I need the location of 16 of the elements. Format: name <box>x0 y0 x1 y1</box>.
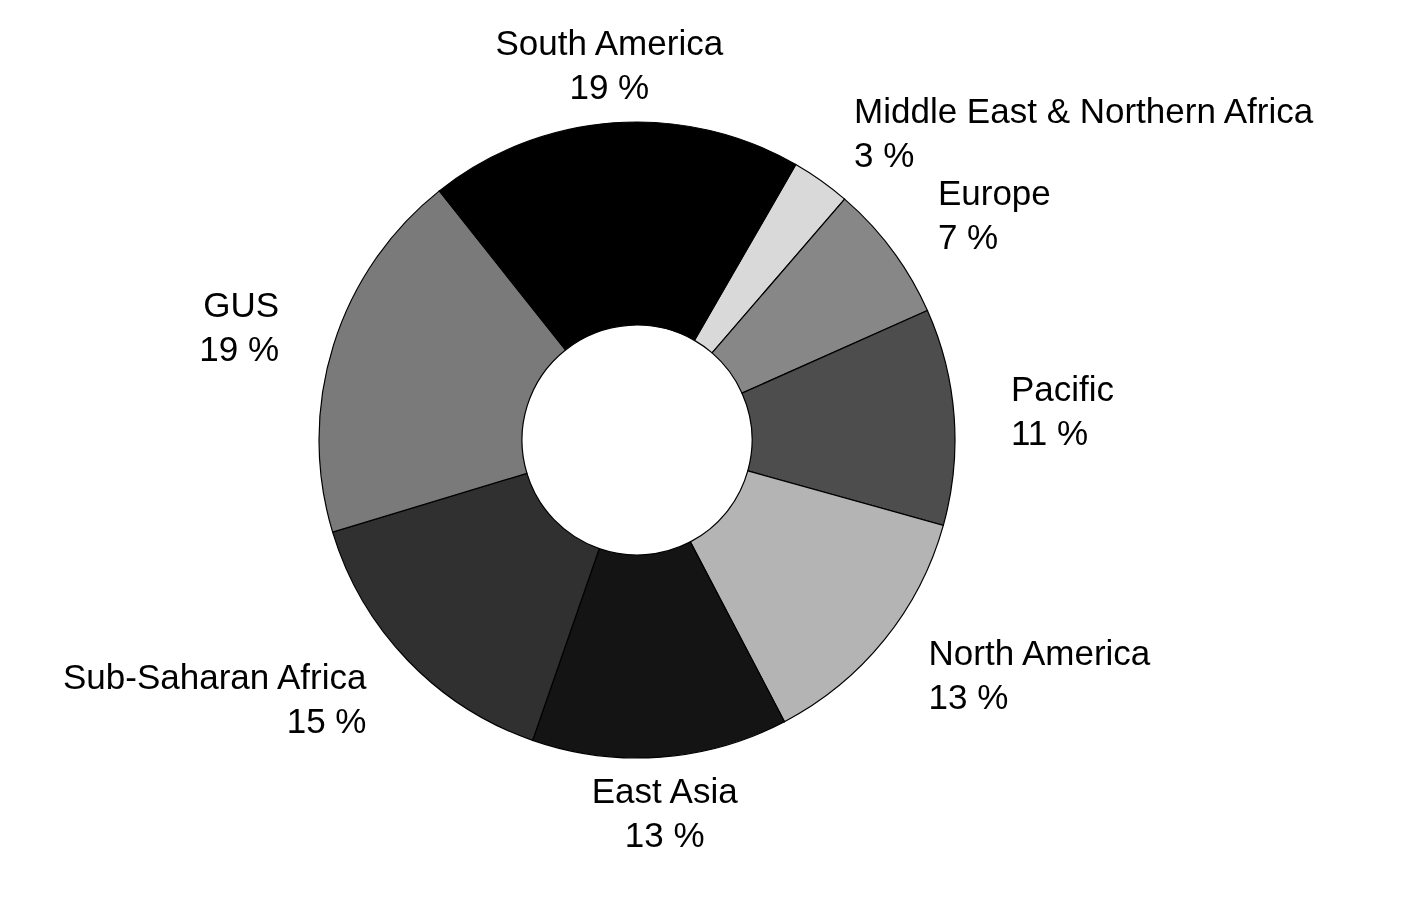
slice-label: North America <box>928 632 1151 672</box>
slice-label: Pacific <box>1010 369 1115 409</box>
slice-label: GUS <box>203 285 280 325</box>
data-label: 13 % <box>624 814 705 854</box>
data-label: 3 % <box>854 135 915 175</box>
slice-label: Europe <box>937 173 1051 213</box>
slice-label: South America <box>495 23 724 63</box>
data-label: 13 % <box>928 676 1009 716</box>
data-label: 15 % <box>286 700 367 740</box>
slice-label: East Asia <box>591 770 739 810</box>
slice-label: Middle East & Northern Africa <box>854 91 1314 131</box>
data-label: 11 % <box>1010 413 1089 453</box>
slice-label: Sub-Saharan Africa <box>62 656 368 696</box>
data-label: 7 % <box>937 217 999 257</box>
data-label: 19 % <box>569 67 650 107</box>
data-label: 19 % <box>199 329 280 369</box>
